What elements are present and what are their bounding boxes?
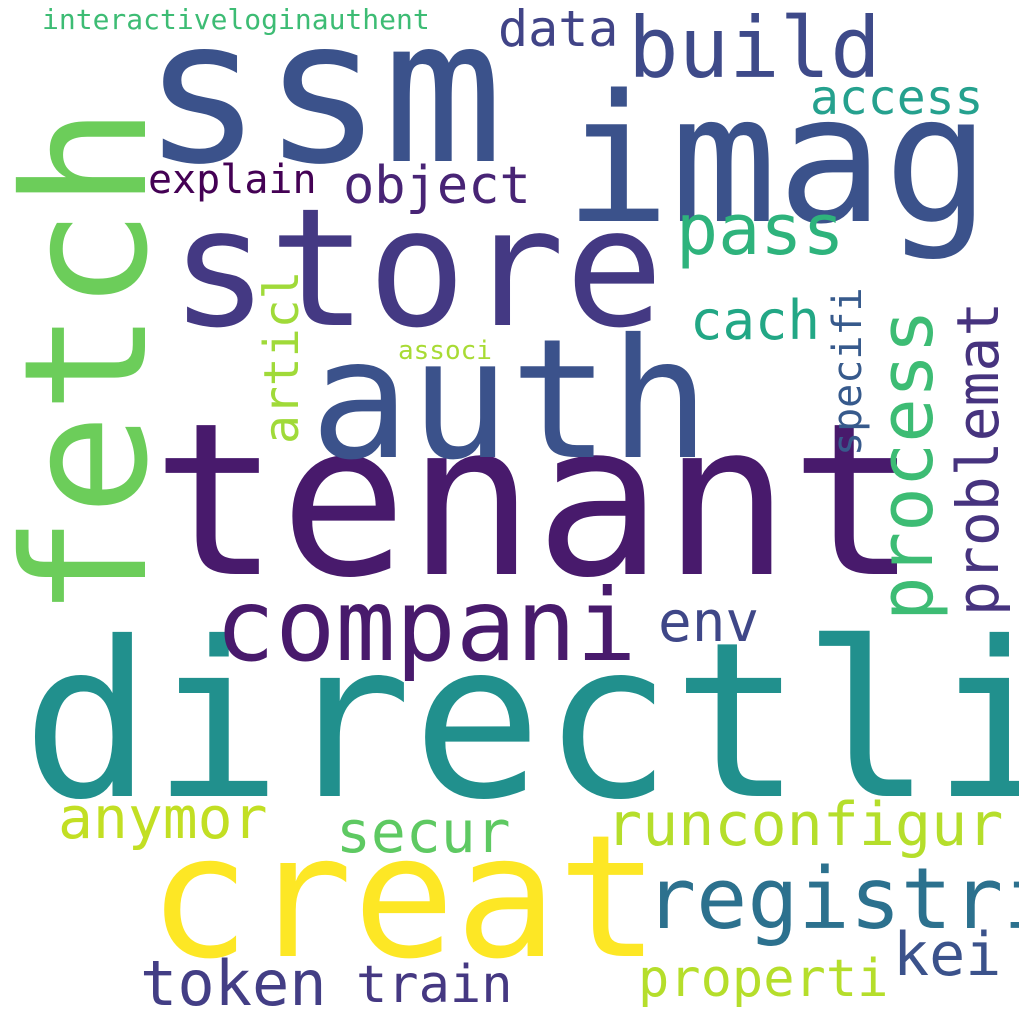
- word-store: store: [170, 173, 664, 364]
- word-fetch: fetch: [0, 106, 186, 618]
- word-anymor: anymor: [58, 784, 268, 852]
- word-explain: explain: [148, 157, 317, 203]
- word-env: env: [658, 590, 760, 655]
- word-secur: secur: [336, 798, 511, 866]
- word-companí: compani: [215, 567, 637, 684]
- word-articl: articl: [254, 270, 310, 444]
- word-process: process: [864, 309, 950, 621]
- word-access: access: [810, 70, 984, 126]
- word-cach: cach: [690, 289, 821, 352]
- word-token: token: [140, 947, 327, 1019]
- word-pass: pass: [676, 189, 845, 271]
- word-ssm: ssm: [142, 0, 504, 209]
- word-data: data: [498, 0, 619, 58]
- word-creat: creat: [148, 799, 660, 997]
- word-specifi: specifi: [825, 287, 871, 456]
- word-imag: imag: [564, 57, 991, 263]
- word-object: object: [343, 156, 531, 216]
- word-interactiveloginauthent: interactiveloginauthent: [42, 3, 430, 36]
- word-properti: properti: [638, 949, 889, 1009]
- word-runconfigur: runconfigur: [606, 790, 1004, 860]
- word-problemat: problemat: [944, 301, 1012, 616]
- word-kei: kei: [893, 920, 1002, 990]
- word-directli: directli: [22, 596, 1019, 847]
- word-build: build: [628, 0, 881, 97]
- word-auth: auth: [310, 304, 710, 497]
- word-registri: registri: [645, 850, 1019, 949]
- word-train: train: [356, 955, 513, 1015]
- word-tenant: tenant: [152, 377, 918, 624]
- word-associ: associ: [398, 336, 492, 366]
